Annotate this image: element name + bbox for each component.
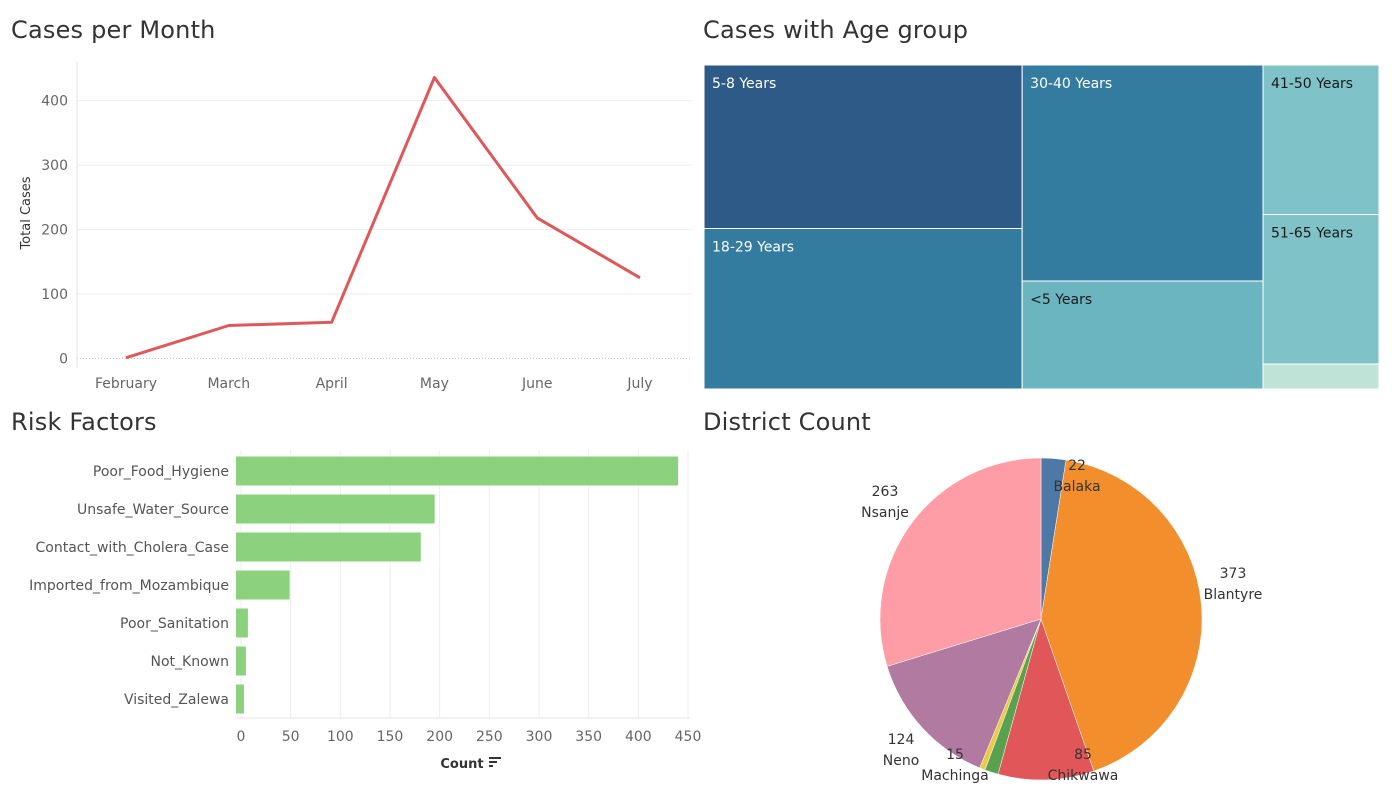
pie-slice (997, 618, 1095, 781)
x-tick-label: June (521, 376, 553, 392)
y-axis-title: Total Cases (19, 176, 34, 250)
x-tick-label: 350 (575, 729, 602, 745)
x-tick-label: 200 (426, 729, 453, 745)
pie-value-label: 15 (946, 747, 964, 763)
bar-category-label: Imported_from_Mozambique (29, 578, 229, 594)
treemap-label: 51-65 Years (1271, 226, 1353, 242)
bar (236, 608, 248, 638)
pie-slice (879, 457, 1042, 667)
x-tick-label: 100 (327, 729, 354, 745)
y-tick-label: 200 (41, 222, 68, 238)
bar-category-label: Not_Known (151, 654, 229, 670)
treemap-label: 18-29 Years (712, 240, 794, 256)
treemap-label: 5-8 Years (712, 76, 776, 92)
treemap-cell (1262, 363, 1380, 390)
x-axis-title: Count (440, 757, 483, 772)
treemap-cell (703, 228, 1023, 390)
bar-category-label: Poor_Sanitation (120, 616, 229, 632)
x-tick-label: 150 (377, 729, 404, 745)
x-tick-label: February (95, 376, 157, 392)
bar-category-label: Poor_Food_Hygiene (93, 464, 229, 480)
x-tick-label: 50 (282, 729, 300, 745)
pie-value-label: 85 (1074, 747, 1092, 763)
treemap-label: <5 Years (1030, 292, 1092, 308)
x-tick-label: 400 (625, 729, 652, 745)
y-tick-label: 300 (41, 158, 68, 174)
bar-category-label: Contact_with_Cholera_Case (36, 540, 229, 556)
treemap-cell (1021, 64, 1264, 282)
x-tick-label: March (207, 376, 250, 392)
pie-category-label: Neno (883, 753, 920, 769)
treemap-cell (1021, 280, 1264, 390)
bar-category-label: Visited_Zalewa (124, 692, 229, 708)
bar (236, 456, 679, 486)
bar (236, 532, 421, 562)
pie-category-label: Chikwawa (1048, 768, 1119, 784)
x-tick-label: 450 (675, 729, 702, 745)
bar-category-label: Unsafe_Water_Source (77, 502, 229, 518)
line-chart-title: Cases per Month (11, 16, 216, 44)
x-tick-label: 0 (237, 729, 246, 745)
age-group-treemap: 5-8 Years 18-29 Years 30-40 Years <5 Years 4… (703, 64, 1380, 390)
cases-per-month-chart: 0 100 200 300 400 February March April May June Ju… (19, 62, 692, 392)
x-tick-label: 300 (526, 729, 553, 745)
pie-slice (886, 618, 1042, 769)
y-tick-label: 0 (59, 351, 68, 367)
treemap-cell (1262, 214, 1380, 365)
y-tick-label: 400 (41, 94, 68, 110)
y-tick-label: 100 (41, 287, 68, 303)
pie-chart-title: District Count (703, 408, 871, 436)
bar (236, 494, 435, 524)
bar (236, 684, 244, 714)
pie-category-label: Machinga (921, 768, 988, 784)
pie-category-label: Blantyre (1204, 587, 1263, 603)
x-tick-label: April (316, 376, 348, 392)
treemap-label: 41-50 Years (1271, 76, 1353, 92)
pie-value-label: 373 (1220, 566, 1247, 582)
treemap-cell (1262, 64, 1380, 216)
treemap-title: Cases with Age group (703, 16, 969, 44)
bar-chart-title: Risk Factors (11, 408, 157, 436)
pie-value-label: 124 (888, 732, 915, 748)
pie-category-label: Balaka (1053, 479, 1100, 495)
bar (236, 570, 290, 600)
risk-factors-chart: 0 50 100 150 200 250 300 350 400 450 Poor_Food_Hyg… (29, 450, 701, 772)
treemap-label: 30-40 Years (1030, 76, 1112, 92)
pie-slice (1040, 459, 1203, 772)
bar (236, 646, 246, 676)
cases-line (125, 76, 641, 360)
sort-icon[interactable] (489, 757, 501, 769)
x-tick-label: May (420, 376, 449, 392)
pie-value-label: 22 (1068, 458, 1086, 474)
pie-value-label: 263 (872, 484, 899, 500)
x-tick-label: 250 (476, 729, 503, 745)
x-tick-label: July (626, 376, 652, 392)
pie-category-label: Nsanje (861, 505, 909, 521)
